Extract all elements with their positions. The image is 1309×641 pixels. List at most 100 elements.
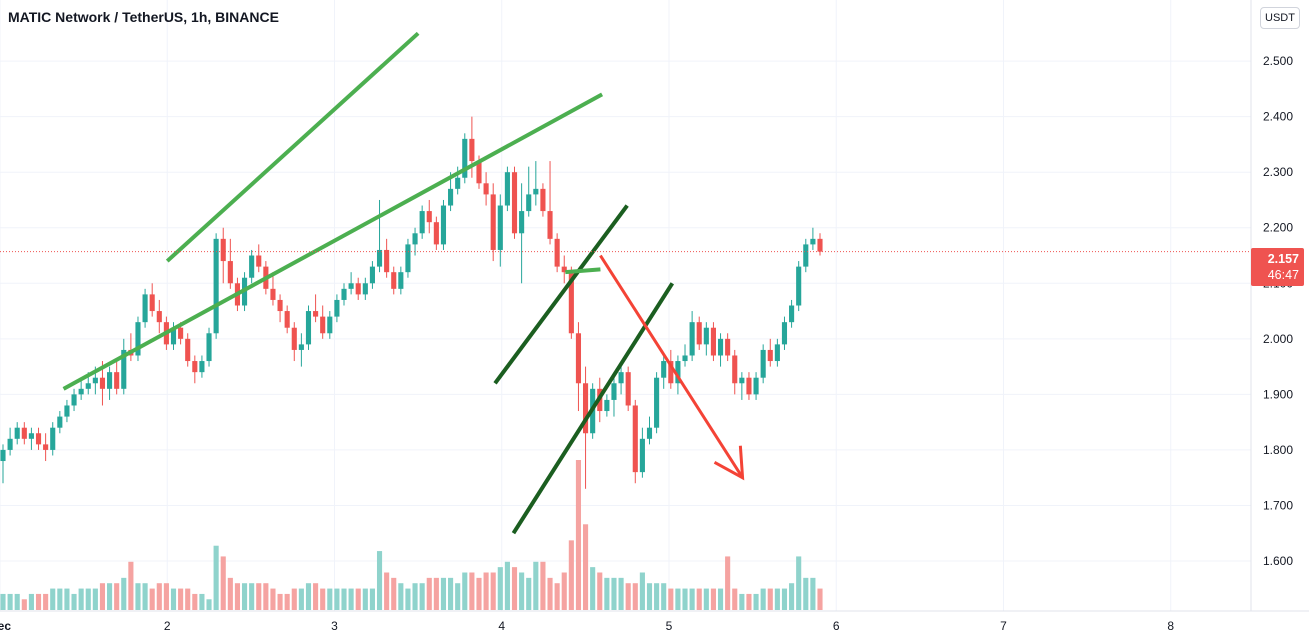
candle — [561, 255, 567, 284]
volume-bar — [632, 583, 638, 610]
candle — [540, 183, 546, 217]
candle — [760, 344, 766, 384]
light-green-trend-line[interactable] — [165, 31, 420, 263]
candle — [192, 355, 198, 384]
candle — [398, 266, 404, 295]
currency-selector[interactable]: USDT — [1260, 7, 1300, 29]
candle — [696, 316, 702, 350]
bar-countdown: 46:47 — [1268, 268, 1299, 282]
volume-bar — [213, 545, 219, 610]
candle-body — [313, 311, 319, 317]
time-tick-label: Dec — [0, 619, 11, 633]
candle — [185, 333, 191, 367]
volume-bar — [284, 593, 290, 610]
volume-bar — [448, 577, 454, 610]
candle-body — [185, 338, 191, 362]
volume-bar — [725, 556, 731, 610]
candle — [511, 166, 518, 239]
candle-body — [803, 244, 809, 267]
candle — [43, 433, 49, 462]
candle — [739, 372, 745, 400]
volume-bar — [256, 583, 262, 610]
candle-body — [249, 255, 255, 278]
volume-bar — [170, 588, 177, 610]
candle-body — [85, 383, 91, 389]
candle-body — [760, 349, 766, 378]
candle-body — [256, 255, 262, 267]
candle-body — [710, 327, 716, 356]
price-tick-label: 2.500 — [1263, 54, 1293, 68]
candle-body — [384, 249, 390, 273]
price-tick-label: 2.400 — [1263, 110, 1293, 124]
candle — [114, 361, 120, 395]
volume-bar — [43, 593, 49, 610]
volume-bar — [355, 588, 361, 610]
candle — [50, 422, 56, 456]
volume-bar — [163, 583, 169, 610]
candle — [462, 133, 468, 184]
volume-bar — [604, 577, 610, 610]
candle — [384, 238, 390, 278]
candle — [348, 272, 354, 295]
dark-green-trend-line[interactable] — [493, 204, 629, 385]
volume-bar — [277, 593, 283, 610]
volume-bar — [128, 561, 134, 610]
forecast-arrow-shaft[interactable] — [599, 254, 744, 479]
candle-body — [57, 416, 63, 428]
volume-bar — [469, 572, 475, 610]
price-axis[interactable]: 2.5002.4002.3002.2002.1002.0001.9001.800… — [1263, 54, 1293, 568]
candle-body — [341, 288, 347, 300]
candle-body — [554, 238, 560, 267]
candle — [781, 316, 788, 350]
volume-bar — [405, 588, 411, 610]
candle — [483, 172, 489, 206]
candle — [604, 394, 610, 417]
candle-body — [526, 194, 532, 212]
time-tick-label: 8 — [1167, 619, 1174, 633]
price-tick-label: 1.600 — [1263, 554, 1293, 568]
volume-bar — [696, 588, 702, 610]
volume-bar — [497, 567, 503, 610]
volume-bar — [348, 588, 354, 610]
candle — [156, 299, 162, 334]
candle-body — [376, 249, 383, 267]
volume-bar — [7, 593, 13, 610]
volume-bar — [305, 583, 312, 610]
volume-bar — [654, 583, 660, 610]
candle — [256, 244, 262, 273]
chart-title: MATIC Network / TetherUS, 1h, BINANCE — [8, 9, 279, 25]
candle-body — [533, 188, 539, 195]
candle — [419, 205, 425, 239]
candle — [270, 272, 276, 306]
volume-bar — [590, 567, 596, 610]
candle-body — [14, 427, 20, 439]
price-tick-label: 2.200 — [1263, 221, 1293, 235]
candle-body — [618, 372, 624, 384]
last-price-value: 2.157 — [1268, 252, 1299, 266]
candle-body — [739, 377, 745, 384]
candle-body — [519, 211, 525, 234]
time-axis[interactable]: Dec 2 3 4 5 6 7 8 — [0, 619, 1174, 633]
volume-bar — [717, 588, 724, 610]
candle — [810, 227, 816, 250]
candle — [291, 322, 297, 362]
forecast-arrow-head[interactable] — [713, 445, 745, 481]
candle — [227, 238, 233, 289]
candle — [632, 399, 638, 484]
volume-bar — [391, 577, 397, 610]
volume-bar — [376, 551, 383, 610]
volume-bar — [462, 572, 468, 610]
volume-bar — [789, 583, 795, 610]
volume-bar — [519, 572, 525, 610]
volume-bar — [313, 583, 319, 610]
candle-body — [149, 294, 155, 312]
candle-body — [7, 438, 13, 450]
candle-body — [774, 344, 780, 362]
volume-bar — [568, 540, 574, 610]
light-green-trend-line[interactable] — [565, 267, 601, 275]
light-green-trend-line[interactable] — [62, 92, 604, 391]
candle-body — [717, 338, 724, 356]
candle-body — [476, 161, 482, 184]
volume-bar — [28, 593, 34, 610]
candle — [327, 311, 333, 339]
